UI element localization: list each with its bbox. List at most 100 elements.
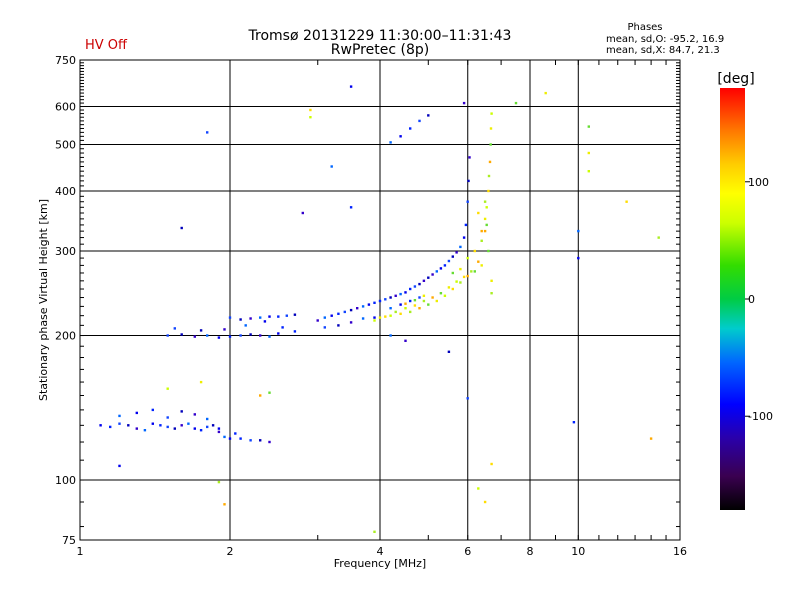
colorbar-label: [deg] [717, 71, 754, 87]
data-point-x [466, 256, 469, 260]
x-tick-labels: 1 2 4 6 8 10 16 [77, 545, 688, 558]
data-point-o [249, 439, 252, 442]
data-point-o [404, 291, 407, 294]
x-tick-label: 4 [377, 545, 384, 558]
data-point-x [413, 299, 417, 302]
data-point-o [206, 425, 209, 429]
data-point-o [399, 135, 402, 138]
data-point-o [451, 255, 454, 258]
data-point-x [649, 437, 653, 440]
data-point-o [439, 267, 443, 270]
data-point-o [166, 425, 169, 429]
data-point-x [487, 249, 490, 253]
data-point-x [466, 274, 469, 278]
data-point-o [180, 226, 183, 230]
data-point-o [118, 422, 121, 425]
data-point-x [487, 174, 491, 178]
data-point-o [277, 315, 280, 318]
y-tick-label: 500 [55, 139, 76, 152]
data-point-o [418, 282, 421, 286]
data-point-o [389, 307, 392, 310]
data-point-x [447, 286, 451, 289]
data-point-x [443, 294, 447, 297]
data-point-o [413, 285, 417, 288]
data-point-x [223, 503, 226, 506]
data-point-o [193, 427, 196, 430]
data-point-o [259, 439, 262, 442]
data-point-o [281, 326, 284, 329]
data-point-o [384, 298, 387, 301]
x-tick-label: 2 [227, 545, 234, 558]
data-point-o [435, 270, 438, 273]
data-point-o [389, 141, 392, 144]
data-point-x [485, 206, 488, 209]
data-point-x [413, 304, 417, 307]
data-point-o [316, 319, 319, 322]
data-point-x [268, 391, 271, 394]
data-point-x [480, 264, 483, 267]
data-point-o [193, 335, 196, 338]
grid-lines [80, 60, 680, 540]
data-point-o [409, 127, 412, 130]
data-point-o [323, 316, 326, 319]
data-point-o [389, 296, 392, 299]
data-point-x [427, 303, 430, 306]
x-tick-label: 8 [527, 545, 534, 558]
data-point-o [268, 315, 271, 318]
data-point-o [180, 424, 183, 427]
data-point-o [361, 305, 365, 308]
data-point-o [228, 437, 232, 440]
data-point-x [477, 487, 480, 490]
data-point-o [151, 408, 154, 412]
chart-subtitle: RwPretec (8p) [331, 42, 429, 58]
data-point-x [490, 292, 493, 295]
data-point-o [323, 326, 326, 329]
data-point-o [239, 437, 242, 440]
data-point-o [330, 165, 333, 168]
data-point-x [455, 280, 458, 283]
data-point-o [239, 334, 242, 337]
phases-x-stats: mean, sd,X: 84.7, 21.3 [606, 45, 720, 56]
data-point-o [404, 339, 407, 342]
data-point-x [487, 189, 490, 193]
data-point-x [378, 316, 382, 319]
data-point-x [483, 229, 487, 233]
data-point-o [244, 324, 247, 327]
data-point-x [490, 279, 493, 282]
data-point-o [301, 211, 304, 215]
data-point-o [389, 334, 392, 337]
data-point-o [180, 333, 183, 336]
data-point-o [206, 334, 209, 337]
data-point-o [447, 350, 451, 353]
data-point-o [223, 328, 226, 331]
data-point-o [193, 413, 196, 416]
data-point-x [473, 270, 476, 273]
data-point-o [399, 303, 402, 306]
data-point-x [309, 116, 312, 119]
data-point-o [349, 85, 353, 88]
data-point-o [217, 430, 221, 434]
y-tick-label: 750 [55, 54, 76, 67]
colorbar-ticks: 100 0 -100 [745, 176, 773, 423]
data-point-o [418, 296, 421, 299]
data-point-x [587, 151, 590, 155]
data-point-x [489, 143, 492, 146]
data-point-o [293, 313, 297, 316]
colorbar [720, 88, 745, 510]
data-point-o [572, 421, 576, 424]
data-points [99, 85, 660, 533]
data-point-o [239, 318, 242, 321]
x-tick-label: 6 [464, 545, 471, 558]
data-point-o [361, 317, 365, 320]
data-point-x [404, 302, 407, 305]
data-point-o [459, 245, 462, 249]
data-point-o [217, 336, 221, 339]
y-tick-label: 75 [62, 534, 76, 547]
data-point-o [443, 264, 447, 267]
data-point-o [228, 335, 232, 338]
data-point-x [477, 211, 480, 215]
data-point-o [180, 410, 183, 413]
data-point-o [349, 308, 353, 312]
data-point-o [431, 273, 434, 276]
